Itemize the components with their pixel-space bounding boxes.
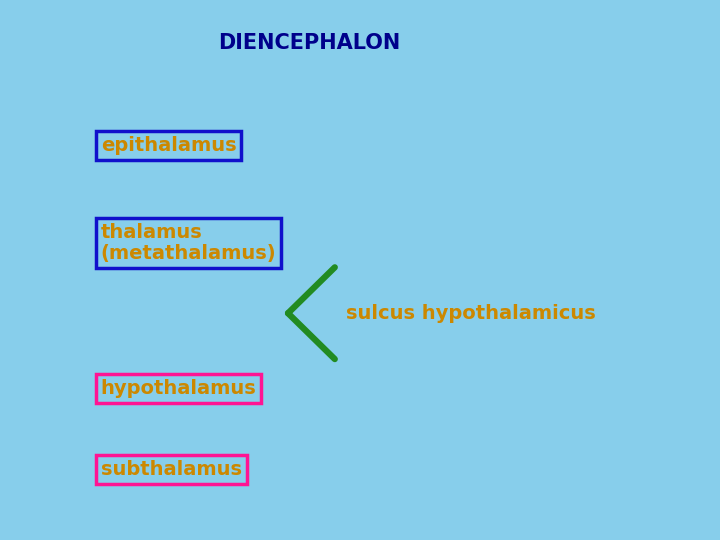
Text: DIENCEPHALON: DIENCEPHALON xyxy=(218,33,401,53)
Text: subthalamus: subthalamus xyxy=(101,460,242,480)
Text: epithalamus: epithalamus xyxy=(101,136,236,156)
Text: sulcus hypothalamicus: sulcus hypothalamicus xyxy=(346,303,595,323)
Text: thalamus
(metathalamus): thalamus (metathalamus) xyxy=(101,222,276,264)
Text: hypothalamus: hypothalamus xyxy=(101,379,256,399)
